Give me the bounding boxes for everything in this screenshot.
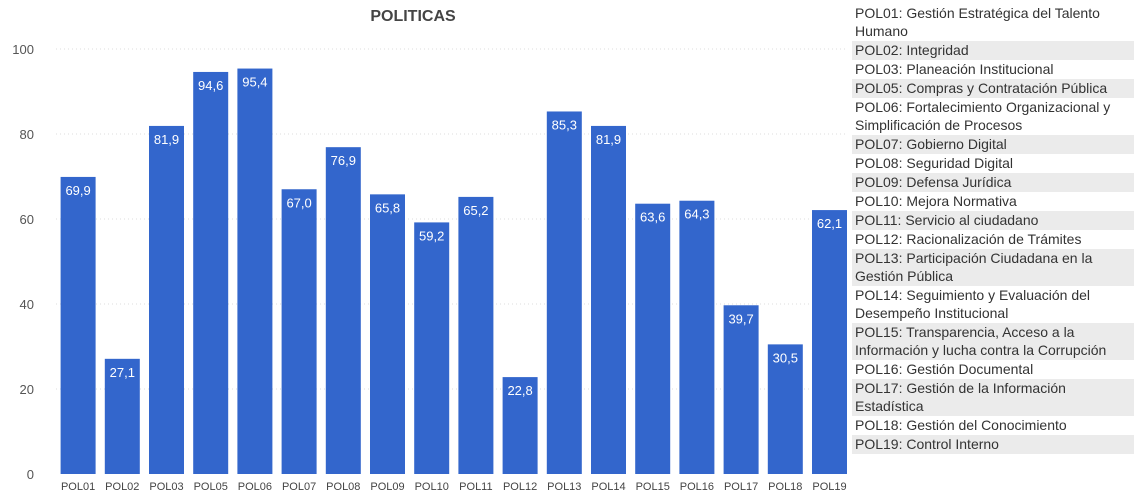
- x-tick-label: POL05: [194, 481, 228, 493]
- legend-item: POL15: Transparencia, Acceso a la Inform…: [852, 323, 1134, 360]
- legend-item: POL06: Fortalecimiento Organizacional y …: [855, 99, 1111, 133]
- y-tick-label: 80: [20, 127, 34, 142]
- bar-pol15[interactable]: [635, 203, 671, 474]
- bar-value-label: 59,2: [419, 228, 444, 243]
- bar-value-label: 85,3: [552, 117, 577, 132]
- x-tick-label: POL07: [282, 481, 316, 493]
- bar-value-label: 62,1: [817, 216, 842, 231]
- legend-item: POL12: Racionalización de Trámites: [855, 231, 1082, 247]
- bar-chart: POLITICAS 0 20 40 60 80 100 69,9 27,1 81,9 94,6 9…: [12, 8, 847, 493]
- x-tick-label: POL18: [768, 481, 802, 493]
- legend-item: POL02: Integridad: [852, 41, 1134, 60]
- x-tick-label: POL01: [61, 481, 95, 493]
- legend-item: POL07: Gobierno Digital: [852, 135, 1134, 154]
- bar-value-label: 95,4: [242, 75, 267, 90]
- bar-value-label: 81,9: [154, 132, 179, 147]
- bar-pol14[interactable]: [591, 125, 626, 475]
- y-tick-label: 100: [12, 42, 34, 57]
- bar-pol10[interactable]: [414, 222, 450, 474]
- x-tick-label: POL13: [547, 481, 581, 493]
- grid-layer: 0 20 40 60 80 100: [12, 42, 845, 482]
- bar-pol13[interactable]: [546, 111, 582, 474]
- legend-item: POL10: Mejora Normativa: [855, 193, 1017, 209]
- legend-item: POL09: Defensa Jurídica: [852, 173, 1134, 192]
- bar-value-label: 63,6: [640, 210, 665, 225]
- y-tick-label: 20: [20, 382, 34, 397]
- bar-value-label: 76,9: [331, 153, 356, 168]
- x-tick-label: POL02: [105, 481, 139, 493]
- bar-pol16[interactable]: [679, 200, 715, 474]
- bar-value-label: 39,7: [728, 311, 753, 326]
- bar-pol08[interactable]: [325, 147, 361, 475]
- legend-item: POL18: Gestión del Conocimiento: [855, 417, 1067, 433]
- bar-pol03[interactable]: [149, 125, 184, 475]
- bar-pol05[interactable]: [193, 71, 229, 474]
- x-tick-label: POL17: [724, 481, 758, 493]
- x-tick-label: POL11: [459, 481, 492, 493]
- bar-value-label: 81,9: [596, 132, 621, 147]
- bar-pol11[interactable]: [458, 196, 494, 474]
- legend-item: POL11: Servicio al ciudadano: [852, 211, 1134, 230]
- legend-item: POL01: Gestión Estratégica del Talento H…: [855, 5, 1100, 39]
- bar-pol12[interactable]: [502, 377, 538, 474]
- bar-value-label: 27,1: [110, 365, 135, 380]
- bar-value-label: 30,5: [773, 350, 798, 365]
- x-tick-label: POL16: [680, 481, 714, 493]
- y-tick-label: 40: [20, 297, 34, 312]
- x-tick-label: POL03: [149, 481, 183, 493]
- x-tick-label: POL06: [238, 481, 272, 493]
- bar-value-label: 67,0: [286, 195, 311, 210]
- x-tick-label: POL10: [415, 481, 449, 493]
- legend-item: POL14: Seguimiento y Evaluación del Dese…: [855, 287, 1091, 321]
- bar-value-label: 65,8: [375, 200, 400, 215]
- x-tick-label: POL19: [812, 481, 846, 493]
- legend-item: POL19: Control Interno: [852, 435, 1134, 454]
- x-tick-label: POL08: [326, 481, 360, 493]
- x-tick-label: POL15: [636, 481, 670, 493]
- bar-value-label: 65,2: [463, 203, 488, 218]
- bar-value-label: 64,3: [684, 207, 709, 222]
- legend-item: POL05: Compras y Contratación Pública: [852, 79, 1134, 98]
- bar-pol18[interactable]: [767, 344, 803, 474]
- bar-pol19[interactable]: [812, 210, 847, 474]
- y-tick-label: 60: [20, 212, 34, 227]
- x-tick-label: POL12: [503, 481, 537, 493]
- x-tick-label: POL09: [370, 481, 404, 493]
- legend-item: POL08: Seguridad Digital: [855, 155, 1013, 171]
- bar-labels-layer: 69,9 27,1 81,9 94,6 95,4 67,0 76,9 65,8 59,2 65,2…: [65, 75, 842, 399]
- legend-item: POL16: Gestión Documental: [855, 361, 1034, 377]
- legend-item: POL13: Participación Ciudadana en la Ges…: [852, 249, 1134, 286]
- legend: POL01: Gestión Estratégica del Talento H…: [852, 4, 1134, 454]
- bar-pol02[interactable]: [104, 358, 140, 474]
- bar-value-label: 69,9: [65, 183, 90, 198]
- y-tick-label: 0: [27, 467, 34, 482]
- bar-value-label: 94,6: [198, 78, 223, 93]
- legend-item: POL17: Gestión de la Información Estadís…: [852, 379, 1134, 416]
- bar-pol07[interactable]: [281, 189, 317, 474]
- bar-pol06[interactable]: [237, 68, 273, 475]
- x-axis-ticks: POL01 POL02 POL03 POL05 POL06 POL07 POL08 POL09…: [61, 481, 847, 493]
- bar-pol09[interactable]: [370, 194, 405, 474]
- bar-pol01[interactable]: [60, 176, 96, 475]
- bar-pol17[interactable]: [723, 305, 759, 474]
- bar-value-label: 22,8: [507, 383, 532, 398]
- bars-layer: [60, 68, 847, 475]
- chart-title: POLITICAS: [370, 8, 456, 25]
- legend-item: POL03: Planeación Institucional: [855, 61, 1054, 77]
- x-tick-label: POL14: [591, 481, 625, 493]
